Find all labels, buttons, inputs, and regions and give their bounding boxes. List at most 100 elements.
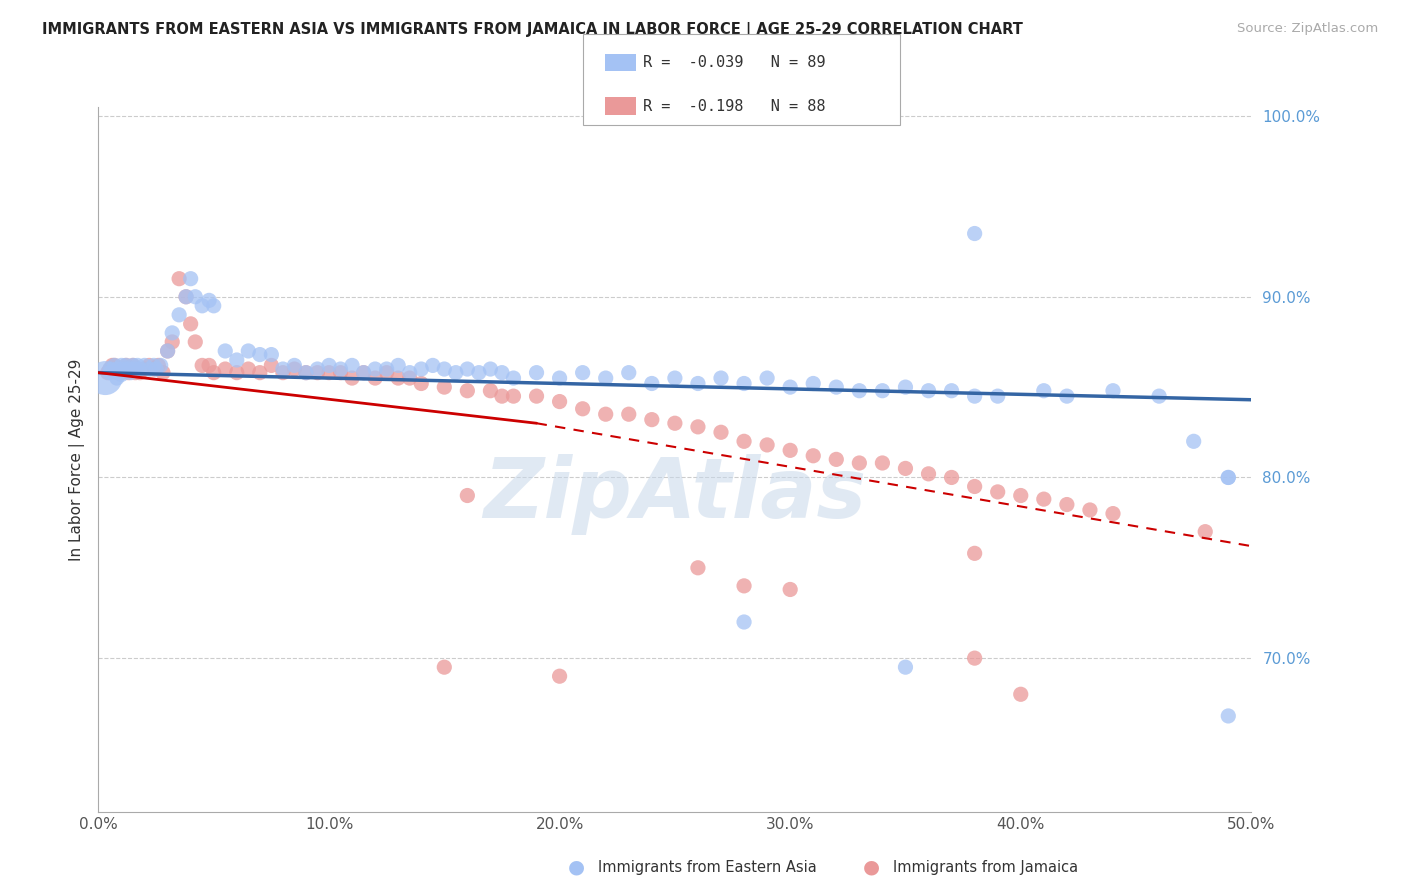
Point bbox=[283, 362, 305, 376]
Point bbox=[491, 366, 513, 380]
Point bbox=[710, 371, 733, 385]
Y-axis label: In Labor Force | Age 25-29: In Labor Force | Age 25-29 bbox=[69, 359, 84, 560]
Point bbox=[108, 362, 131, 376]
Point bbox=[174, 290, 197, 304]
Point bbox=[101, 359, 124, 373]
Point bbox=[1147, 389, 1170, 403]
Point bbox=[1078, 503, 1101, 517]
Point bbox=[129, 362, 152, 376]
Point bbox=[134, 359, 156, 373]
Text: Immigrants from Jamaica: Immigrants from Jamaica bbox=[893, 860, 1078, 874]
Point bbox=[686, 561, 709, 575]
Point bbox=[917, 384, 939, 398]
Point bbox=[283, 359, 305, 373]
Point bbox=[98, 362, 121, 376]
Point bbox=[108, 366, 131, 380]
Point bbox=[801, 449, 824, 463]
Point bbox=[364, 362, 387, 376]
Point bbox=[917, 467, 939, 481]
Point bbox=[167, 271, 190, 285]
Point bbox=[411, 362, 433, 376]
Point bbox=[180, 271, 202, 285]
Point bbox=[364, 371, 387, 385]
Point bbox=[941, 470, 963, 484]
Point bbox=[398, 371, 420, 385]
Point bbox=[138, 359, 160, 373]
Point bbox=[664, 416, 686, 430]
Point bbox=[641, 376, 664, 391]
Point bbox=[987, 484, 1010, 499]
Point bbox=[225, 366, 247, 380]
Point bbox=[152, 366, 174, 380]
Point bbox=[617, 407, 640, 421]
Point bbox=[112, 362, 135, 376]
Point bbox=[122, 359, 145, 373]
Point bbox=[595, 407, 617, 421]
Point bbox=[963, 227, 986, 241]
Point bbox=[1102, 384, 1125, 398]
Point bbox=[184, 290, 207, 304]
Point bbox=[825, 452, 848, 467]
Text: Immigrants from Eastern Asia: Immigrants from Eastern Asia bbox=[598, 860, 817, 874]
Point bbox=[238, 343, 260, 358]
Point bbox=[571, 401, 593, 416]
Point bbox=[174, 290, 197, 304]
Point bbox=[191, 359, 214, 373]
Point bbox=[825, 380, 848, 394]
Point bbox=[115, 359, 138, 373]
Point bbox=[353, 366, 375, 380]
Point bbox=[329, 366, 352, 380]
Point bbox=[433, 660, 456, 674]
Point bbox=[1056, 389, 1078, 403]
Text: ●: ● bbox=[863, 857, 880, 877]
Point bbox=[120, 366, 142, 380]
Point bbox=[422, 359, 444, 373]
Point bbox=[295, 366, 318, 380]
Point bbox=[202, 366, 225, 380]
Point bbox=[848, 384, 870, 398]
Point bbox=[963, 651, 986, 665]
Point bbox=[456, 384, 478, 398]
Point bbox=[191, 299, 214, 313]
Point bbox=[963, 546, 986, 560]
Point bbox=[238, 362, 260, 376]
Point bbox=[1218, 470, 1240, 484]
Point bbox=[110, 368, 132, 382]
Point bbox=[1218, 470, 1240, 484]
Point bbox=[198, 359, 221, 373]
Point bbox=[198, 293, 221, 308]
Point bbox=[1102, 507, 1125, 521]
Point bbox=[456, 362, 478, 376]
Point bbox=[733, 376, 755, 391]
Point bbox=[249, 348, 271, 362]
Point bbox=[214, 343, 236, 358]
Point bbox=[801, 376, 824, 391]
Point bbox=[779, 380, 801, 394]
Point bbox=[375, 366, 398, 380]
Point bbox=[686, 420, 709, 434]
Point bbox=[779, 582, 801, 597]
Point bbox=[479, 362, 502, 376]
Point bbox=[526, 366, 548, 380]
Point bbox=[456, 489, 478, 503]
Point bbox=[318, 366, 340, 380]
Point bbox=[433, 380, 456, 394]
Point bbox=[98, 366, 121, 380]
Point bbox=[375, 362, 398, 376]
Point bbox=[1010, 489, 1032, 503]
Point bbox=[271, 362, 294, 376]
Point bbox=[1218, 709, 1240, 723]
Point bbox=[103, 359, 125, 373]
Point bbox=[127, 359, 149, 373]
Point bbox=[502, 389, 524, 403]
Point bbox=[98, 362, 121, 376]
Point bbox=[1032, 384, 1054, 398]
Point bbox=[872, 384, 894, 398]
Point bbox=[180, 317, 202, 331]
Point bbox=[411, 376, 433, 391]
Point bbox=[129, 366, 152, 380]
Point bbox=[120, 362, 142, 376]
Point bbox=[110, 366, 132, 380]
Point bbox=[134, 362, 156, 376]
Point bbox=[167, 308, 190, 322]
